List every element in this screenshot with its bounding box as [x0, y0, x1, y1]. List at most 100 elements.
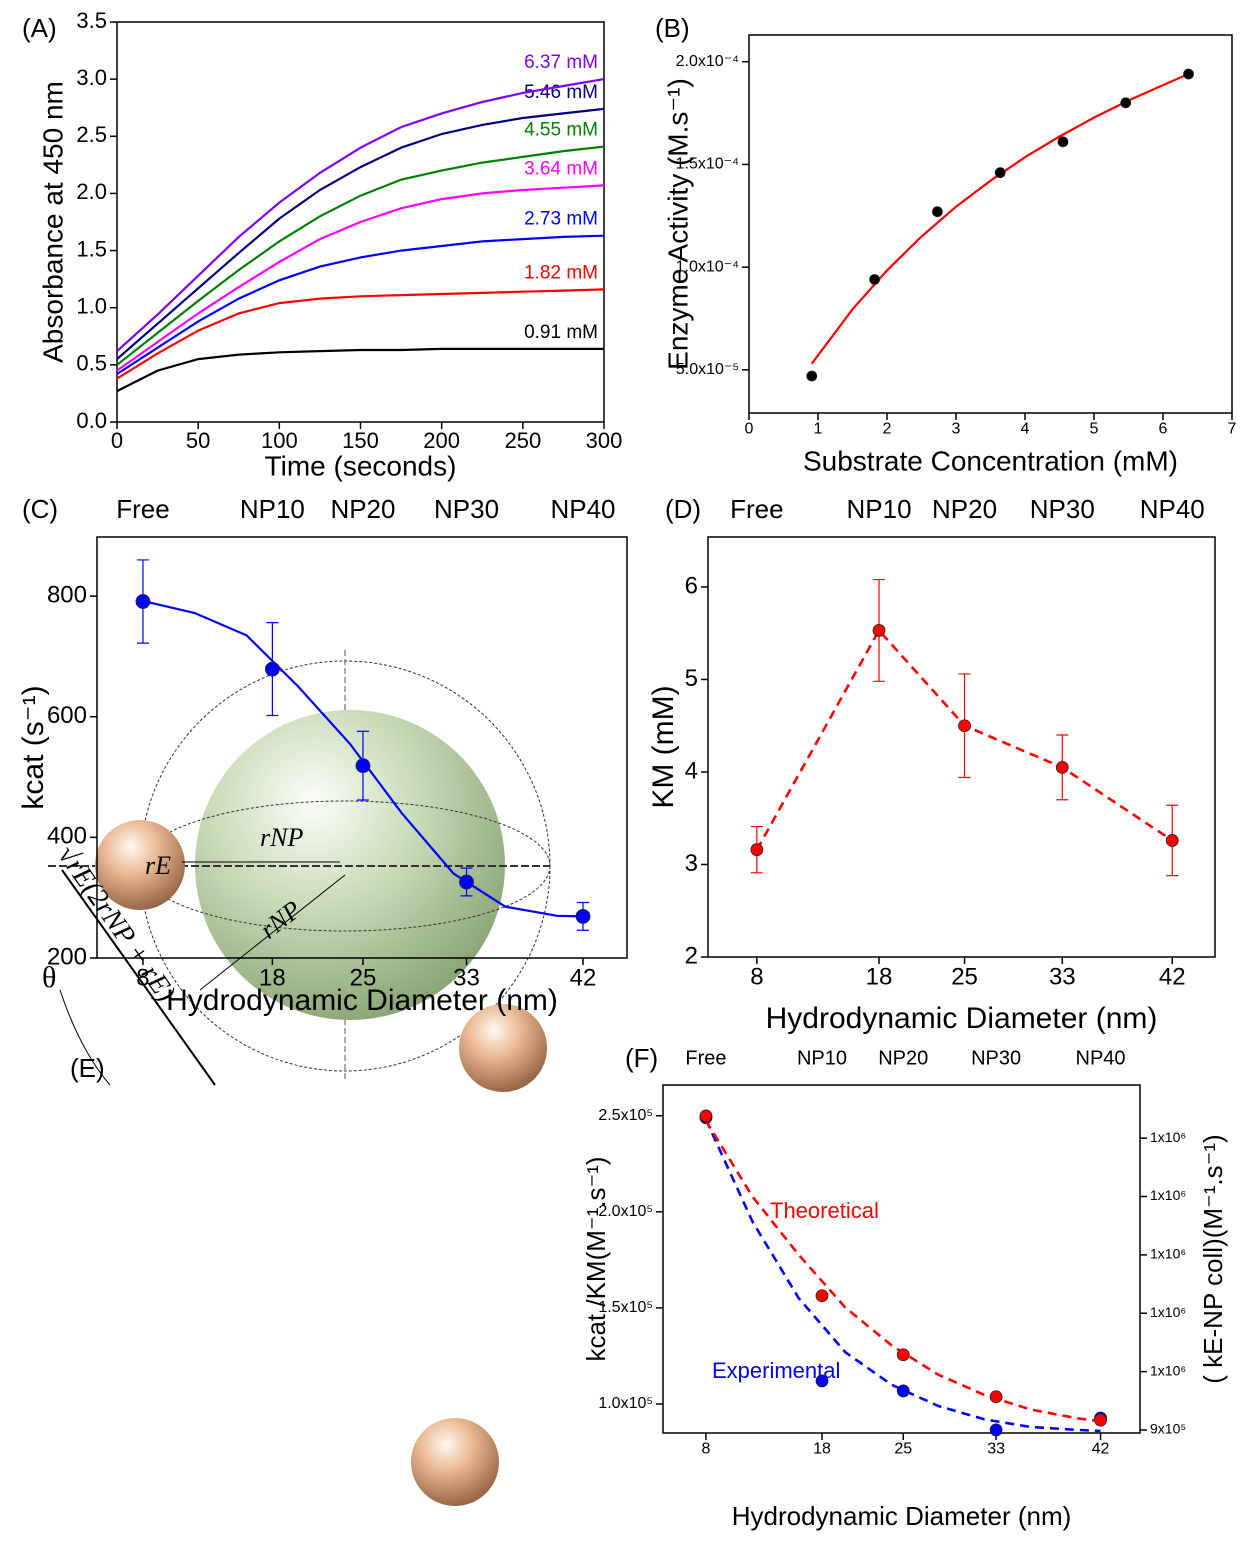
series-line — [116, 107, 605, 360]
series-label: Theoretical — [770, 1198, 879, 1223]
top-label: NP10 — [847, 494, 912, 524]
data-point — [264, 661, 280, 677]
top-label: Free — [116, 494, 169, 524]
y-tick-label: 2 — [685, 942, 698, 969]
series-line — [810, 72, 1189, 365]
series-line — [116, 78, 605, 352]
data-point — [989, 1423, 1003, 1437]
x-tick-label: 3 — [952, 421, 961, 438]
data-point — [994, 167, 1006, 179]
data-point — [135, 594, 151, 609]
y-tick-label: 1.0x10⁵ — [598, 1395, 653, 1412]
data-point — [869, 274, 880, 285]
x-tick-label: 250 — [504, 428, 541, 453]
y-tick-label: 1.0 — [76, 294, 107, 319]
data-point — [1183, 68, 1194, 80]
x-tick-label: 100 — [261, 428, 298, 453]
x-tick-label: 33 — [1049, 964, 1076, 991]
x-tick-label: 300 — [586, 428, 623, 453]
y2-tick-label: 1x10⁶ — [1150, 1362, 1186, 1378]
data-point — [575, 908, 591, 924]
y-tick-label: 1.0x10⁻⁴ — [676, 258, 739, 275]
series-line — [704, 1119, 1101, 1433]
y-tick-label: 200 — [47, 943, 87, 970]
x-axis-title: Substrate Concentration (mM) — [803, 445, 1178, 476]
y-tick-label: 1.5x10⁻⁴ — [676, 156, 739, 173]
x-tick-label: 8 — [136, 965, 149, 992]
x-tick-label: 42 — [1092, 1441, 1110, 1458]
x-axis-title: Hydrodynamic Diameter (nm) — [732, 1501, 1072, 1531]
top-label: NP30 — [971, 1047, 1021, 1069]
panel-label: (C) — [22, 494, 58, 524]
radius-arrow — [199, 874, 346, 991]
series-label: 1.82 mM — [524, 262, 598, 283]
y2-axis-title: ( kE-NP coll)(M⁻¹.s⁻¹) — [1198, 1134, 1228, 1383]
data-point — [699, 1109, 713, 1123]
x-tick-label: 6 — [1159, 421, 1168, 438]
x-tick-label: 50 — [186, 428, 210, 453]
x-tick-label: 200 — [423, 428, 460, 453]
data-point — [931, 206, 943, 218]
data-point — [1094, 1413, 1107, 1427]
series-label: 6.37 mM — [524, 52, 598, 73]
series-line — [116, 184, 605, 372]
angle-arc — [59, 989, 111, 1086]
series-line — [116, 288, 605, 380]
x-tick-label: 4 — [1021, 421, 1030, 438]
series-label: 4.55 mM — [524, 120, 598, 141]
data-point — [1165, 834, 1179, 847]
y-tick-label: 600 — [47, 702, 87, 729]
y2-tick-label: 9x10⁵ — [1150, 1421, 1186, 1437]
plot-frame — [748, 34, 1233, 414]
data-point — [459, 874, 474, 890]
series-label: 2.73 mM — [524, 209, 598, 230]
series-label: 0.91 mM — [524, 322, 598, 343]
y-tick-label: 400 — [47, 823, 87, 850]
x-tick-label: 8 — [701, 1441, 710, 1458]
y-tick-label: 1.5x10⁵ — [598, 1299, 653, 1316]
y-tick-label: 1.5 — [76, 236, 107, 261]
top-label: NP30 — [1030, 494, 1095, 524]
y2-tick-label: 1x10⁶ — [1150, 1304, 1186, 1320]
data-point — [806, 370, 818, 382]
x-tick-label: 42 — [1159, 964, 1186, 991]
data-point — [815, 1374, 829, 1388]
series-line — [704, 1119, 1101, 1423]
enzyme — [459, 1004, 547, 1092]
series-label: 5.46 mM — [524, 82, 598, 103]
data-point — [1120, 97, 1132, 109]
x-tick-label: 18 — [866, 964, 893, 991]
panel-label: (D) — [665, 494, 701, 524]
panel-label: (B) — [655, 13, 690, 43]
x-tick-label: 25 — [951, 964, 978, 991]
y-tick-label: 800 — [47, 581, 87, 608]
x-tick-label: 25 — [350, 965, 377, 992]
y-axis-title: Absorbance at 450 nm — [37, 81, 68, 363]
top-label: NP10 — [240, 494, 305, 524]
x-tick-label: 0 — [745, 421, 754, 438]
top-label: NP20 — [878, 1047, 928, 1069]
data-point — [355, 758, 371, 773]
r-e: rE — [145, 851, 171, 880]
y-axis-title: kcat /KM(M⁻¹.s⁻¹) — [581, 1156, 611, 1361]
x-tick-label: 33 — [987, 1441, 1005, 1458]
x-tick-label: 8 — [750, 964, 763, 991]
x-tick-label: 5 — [1090, 421, 1099, 438]
series-line — [116, 145, 605, 366]
top-label: NP40 — [1140, 494, 1205, 524]
x-tick-label: 1 — [814, 421, 823, 438]
series-line — [116, 234, 605, 375]
x-tick-label: 18 — [813, 1441, 831, 1458]
x-axis-title: Hydrodynamic Diameter (nm) — [166, 984, 558, 1017]
y-tick-label: 4 — [685, 757, 698, 784]
diagram-e: (E) θ rE rNP rNP √rE(2rNP + rE) — [42, 650, 551, 1506]
enzyme — [95, 820, 185, 910]
y2-tick-label: 1x10⁶ — [1150, 1129, 1186, 1145]
y-tick-label: 5 — [685, 665, 698, 692]
y2-tick-label: 1x10⁶ — [1150, 1187, 1186, 1203]
y-tick-label: 2.0 — [76, 179, 107, 204]
y-tick-label: 2.0x10⁻⁴ — [676, 53, 739, 70]
top-label: NP30 — [434, 494, 499, 524]
top-label: NP40 — [1076, 1047, 1126, 1069]
